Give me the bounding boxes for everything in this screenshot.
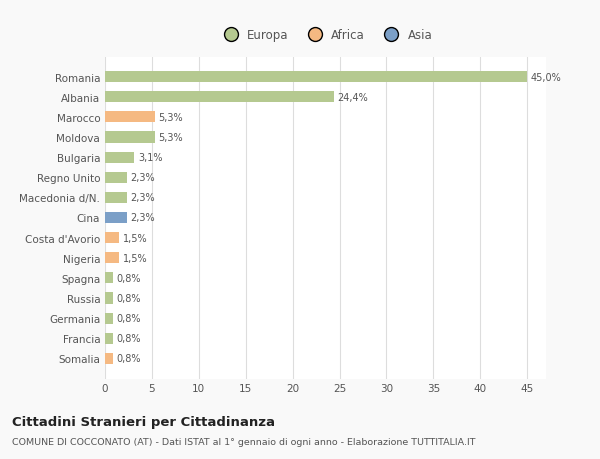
Text: 0,8%: 0,8%	[116, 334, 141, 343]
Text: 2,3%: 2,3%	[130, 173, 155, 183]
Bar	[105, 152, 134, 163]
Bar	[105, 72, 527, 83]
Bar	[105, 333, 113, 344]
Text: Cittadini Stranieri per Cittadinanza: Cittadini Stranieri per Cittadinanza	[12, 415, 275, 428]
Bar	[105, 172, 127, 184]
Text: 0,8%: 0,8%	[116, 353, 141, 364]
Text: 5,3%: 5,3%	[158, 133, 183, 143]
Text: COMUNE DI COCCONATO (AT) - Dati ISTAT al 1° gennaio di ogni anno - Elaborazione : COMUNE DI COCCONATO (AT) - Dati ISTAT al…	[12, 437, 476, 446]
Text: 0,8%: 0,8%	[116, 273, 141, 283]
Text: 3,1%: 3,1%	[138, 153, 163, 163]
Bar	[105, 273, 113, 284]
Text: 1,5%: 1,5%	[123, 253, 148, 263]
Bar	[105, 213, 127, 224]
Text: 1,5%: 1,5%	[123, 233, 148, 243]
Bar	[105, 353, 113, 364]
Bar	[105, 252, 119, 264]
Text: 0,8%: 0,8%	[116, 313, 141, 324]
Legend: Europa, Africa, Asia: Europa, Africa, Asia	[214, 25, 437, 47]
Bar	[105, 233, 119, 244]
Text: 45,0%: 45,0%	[531, 73, 562, 83]
Text: 2,3%: 2,3%	[130, 193, 155, 203]
Text: 24,4%: 24,4%	[338, 93, 368, 102]
Bar	[105, 92, 334, 103]
Text: 2,3%: 2,3%	[130, 213, 155, 223]
Text: 5,3%: 5,3%	[158, 112, 183, 123]
Bar	[105, 313, 113, 324]
Bar	[105, 132, 155, 143]
Bar	[105, 293, 113, 304]
Bar	[105, 112, 155, 123]
Text: 0,8%: 0,8%	[116, 293, 141, 303]
Bar	[105, 192, 127, 203]
